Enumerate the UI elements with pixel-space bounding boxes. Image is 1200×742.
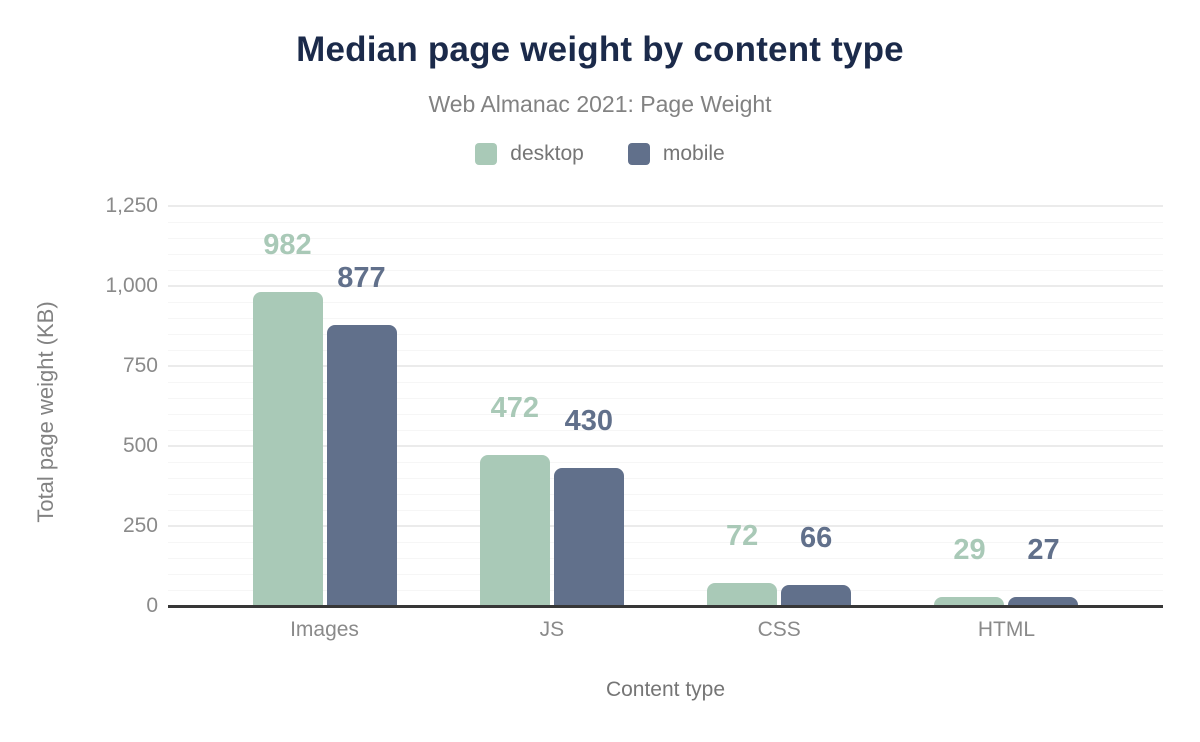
legend-swatch-desktop (475, 143, 498, 165)
data-label-mobile-js: 430 (564, 405, 614, 438)
y-tick-label: 1,000 (105, 274, 158, 297)
bar-mobile-js[interactable] (553, 468, 624, 606)
legend-item-mobile[interactable]: mobile (627, 142, 725, 166)
minor-gridline (168, 270, 1163, 271)
bar-mobile-css[interactable] (781, 584, 852, 606)
minor-gridline (168, 254, 1163, 255)
y-tick-label: 0 (146, 594, 158, 617)
minor-gridline (168, 414, 1163, 415)
y-axis-title: Total page weight (KB) (33, 301, 58, 523)
minor-gridline (168, 302, 1163, 303)
minor-gridline (168, 398, 1163, 399)
minor-gridline (168, 318, 1163, 319)
bar-desktop-images[interactable] (252, 291, 323, 606)
category-label-images: Images (290, 618, 359, 641)
minor-gridline (168, 462, 1163, 463)
chart-title: Median page weight by content type (296, 30, 904, 69)
minor-gridline (168, 350, 1163, 351)
legend-swatch-mobile (627, 143, 650, 165)
bar-mobile-html[interactable] (1008, 597, 1079, 606)
y-tick-label: 250 (122, 514, 158, 537)
major-gridline (168, 445, 1163, 447)
major-gridline (168, 365, 1163, 367)
major-gridline (168, 525, 1163, 527)
y-tick-label: 1,250 (105, 194, 158, 217)
legend-label-desktop: desktop (510, 142, 584, 165)
bar-desktop-css[interactable] (707, 582, 778, 606)
x-axis-line (168, 605, 1163, 608)
category-label-js: JS (539, 618, 565, 641)
minor-gridline (168, 430, 1163, 431)
data-label-mobile-html: 27 (1027, 534, 1060, 567)
minor-gridline (168, 222, 1163, 223)
minor-gridline (168, 494, 1163, 495)
major-gridline (168, 205, 1163, 207)
x-axis-title: Content type (605, 678, 726, 701)
plot-area: 982 877 472 430 72 66 29 27 (168, 205, 1163, 606)
legend-label-mobile: mobile (662, 142, 725, 165)
data-label-mobile-images: 877 (337, 262, 386, 295)
bar-mobile-images[interactable] (326, 325, 397, 606)
bar-desktop-html[interactable] (934, 596, 1005, 606)
minor-gridline (168, 334, 1163, 335)
data-label-desktop-images: 982 (263, 228, 312, 261)
major-gridline (168, 285, 1163, 287)
chart-subtitle: Web Almanac 2021: Page Weight (428, 91, 772, 117)
minor-gridline (168, 574, 1163, 575)
minor-gridline (168, 478, 1163, 479)
minor-gridline (168, 510, 1163, 511)
data-label-desktop-js: 472 (490, 391, 540, 424)
minor-gridline (168, 590, 1163, 591)
minor-gridline (168, 382, 1163, 383)
y-tick-label: 750 (122, 354, 158, 377)
category-label-css: CSS (757, 618, 801, 641)
y-tick-label: 500 (122, 434, 158, 457)
legend: desktop mobile (0, 142, 1200, 166)
data-label-desktop-css: 72 (726, 519, 759, 552)
data-label-mobile-css: 66 (800, 521, 833, 554)
minor-gridline (168, 542, 1163, 543)
legend-item-desktop[interactable]: desktop (475, 142, 584, 166)
category-label-html: HTML (977, 618, 1036, 641)
minor-gridline (168, 238, 1163, 239)
minor-gridline (168, 558, 1163, 559)
data-label-desktop-html: 29 (953, 533, 986, 566)
bar-desktop-js[interactable] (479, 454, 550, 606)
